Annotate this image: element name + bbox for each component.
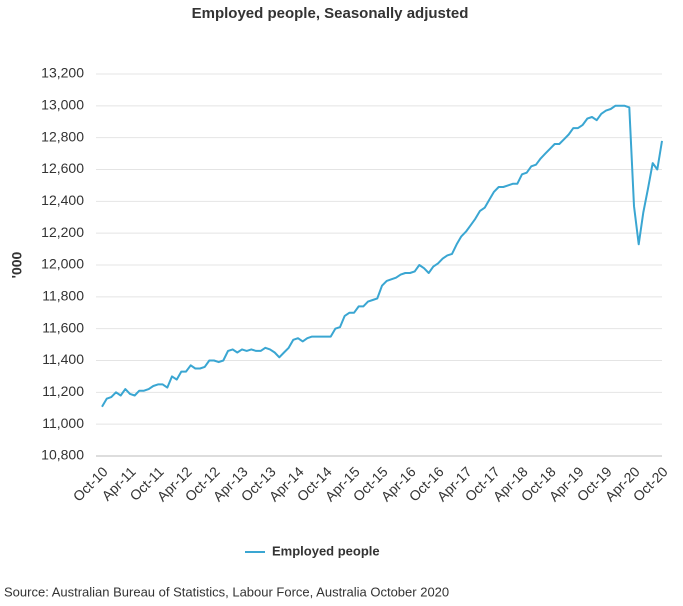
data-line: [101, 104, 663, 408]
legend-label: Employed people: [272, 543, 380, 558]
y-tick-label: 11,000: [42, 415, 84, 431]
y-tick-label: 12,800: [41, 128, 84, 144]
y-tick-label: 11,200: [42, 383, 84, 399]
y-tick-label: 11,800: [42, 288, 84, 304]
y-tick-label: 11,600: [42, 319, 84, 335]
y-tick-label: 10,800: [41, 447, 84, 463]
y-tick-label: 12,400: [41, 192, 84, 208]
y-tick-label: 13,000: [41, 97, 84, 113]
y-tick-label: 11,400: [42, 351, 84, 367]
source-note: Source: Australian Bureau of Statistics,…: [4, 584, 449, 599]
y-tick-label: 12,200: [41, 224, 84, 240]
y-tick-label: 12,000: [41, 256, 84, 272]
y-tick-label: 13,200: [41, 65, 84, 81]
y-tick-label: 12,600: [41, 160, 84, 176]
y-axis-label: '000: [9, 251, 25, 278]
chart-title: Employed people, Seasonally adjusted: [192, 5, 469, 22]
